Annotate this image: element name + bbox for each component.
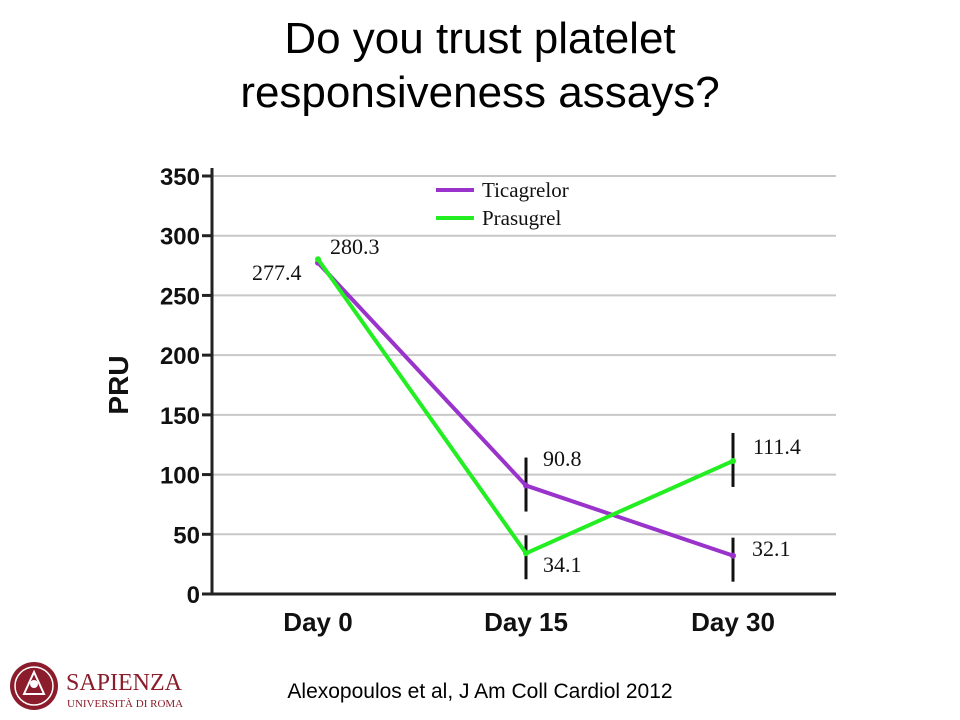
y-tick-label: 350 — [160, 164, 200, 191]
y-axis-title: PRU — [103, 355, 134, 414]
sapienza-seal-icon — [10, 662, 58, 710]
data-point-ticagrelor — [730, 552, 736, 559]
y-tick-label: 0 — [187, 582, 200, 609]
data-point-prasugrel — [523, 550, 529, 557]
data-label: 277.4 — [252, 260, 302, 285]
slide-title: Do you trust platelet responsiveness ass… — [0, 12, 960, 120]
data-point-ticagrelor — [523, 482, 529, 489]
y-tick-label: 100 — [160, 463, 200, 490]
y-tick-label: 200 — [160, 343, 200, 370]
legend-label-prasugrel: Prasugrel — [482, 206, 561, 230]
logo-name: SAPIENZA — [66, 670, 183, 696]
y-tick-label: 150 — [160, 403, 200, 430]
logo-subtitle: UNIVERSITÀ DI ROMA — [67, 698, 183, 710]
data-label: 111.4 — [753, 434, 801, 459]
slide-title-line-2: responsiveness assays? — [240, 68, 720, 117]
series-line-ticagrelor — [316, 261, 734, 558]
x-tick-label: Day 30 — [691, 607, 775, 637]
x-tick-label: Day 15 — [484, 607, 568, 637]
data-point-prasugrel — [315, 256, 321, 263]
y-tick-label: 250 — [160, 283, 200, 310]
x-tick-label: Day 0 — [283, 607, 352, 637]
data-label: 280.3 — [330, 234, 380, 259]
sapienza-logo: SAPIENZA UNIVERSITÀ DI ROMA — [10, 662, 183, 710]
data-label: 32.1 — [752, 536, 791, 561]
data-label: 90.8 — [543, 446, 582, 471]
legend-label-ticagrelor: Ticagrelor — [482, 178, 569, 202]
data-point-prasugrel — [730, 457, 736, 464]
data-label: 34.1 — [543, 552, 582, 577]
citation: Alexopoulos et al, J Am Coll Cardiol 201… — [287, 680, 673, 703]
y-tick-label: 50 — [173, 522, 200, 549]
y-tick-label: 300 — [160, 224, 200, 251]
slide-title-line-1: Do you trust platelet — [284, 14, 676, 63]
